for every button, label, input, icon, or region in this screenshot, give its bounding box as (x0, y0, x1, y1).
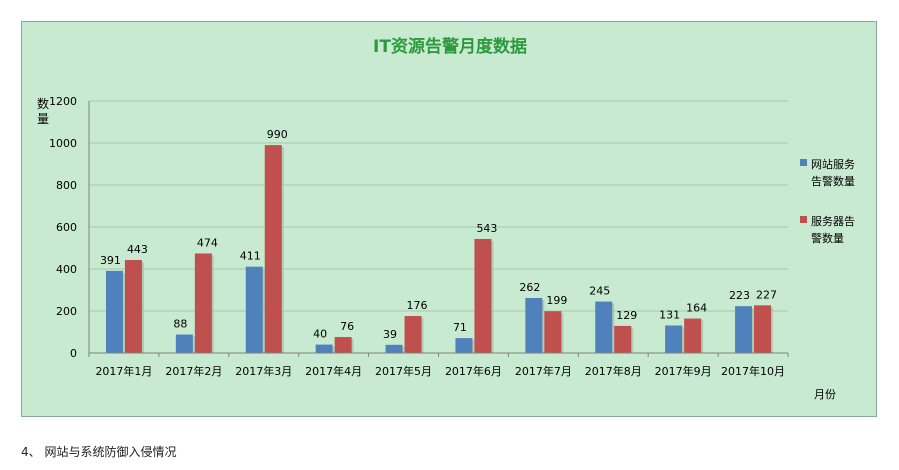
y-tick-label: 400 (56, 263, 77, 276)
legend-label: 服务器告 (811, 215, 855, 228)
data-label: 443 (127, 243, 148, 256)
y-tick-label: 200 (56, 305, 77, 318)
x-tick-label: 2017年5月 (375, 364, 432, 378)
bar-server (194, 253, 212, 353)
axis-layer (88, 101, 789, 357)
x-tick-label: 2017年3月 (235, 364, 292, 378)
bar-server (334, 337, 352, 353)
data-label: 262 (519, 281, 540, 294)
bar-website (525, 297, 543, 353)
bar-server (684, 318, 702, 353)
data-label: 411 (240, 250, 261, 263)
bar-server (474, 238, 492, 353)
legend-label: 警数量 (811, 231, 844, 245)
bar-server (754, 305, 772, 353)
data-label: 76 (340, 320, 354, 333)
x-tick-label: 2017年6月 (445, 364, 502, 378)
bar-server (404, 316, 422, 353)
legend-label: 网站服务 (811, 157, 855, 171)
y-axis-label-char: 量 (37, 112, 49, 126)
legend-swatch (800, 216, 807, 223)
data-label: 543 (476, 222, 497, 235)
data-label: 164 (686, 302, 707, 315)
data-label: 40 (313, 328, 327, 341)
x-axis-label: 月份 (814, 388, 836, 401)
y-tick-label: 800 (56, 179, 77, 192)
bar-website (385, 344, 403, 353)
section-heading: 4、 网站与系统防御入侵情况 (21, 445, 177, 459)
data-label: 474 (197, 236, 218, 249)
bar-server (124, 259, 142, 353)
data-label: 199 (546, 294, 567, 307)
y-tick-label: 0 (70, 347, 77, 360)
bar-website (595, 301, 613, 353)
bar-website (315, 344, 333, 353)
x-tick-label: 2017年10月 (721, 364, 785, 378)
bar-website (455, 338, 473, 353)
data-label: 71 (453, 321, 467, 334)
x-tick-label: 2017年8月 (585, 364, 642, 378)
y-tick-label: 1000 (49, 137, 77, 150)
data-label: 227 (756, 288, 777, 301)
bar-layer (105, 145, 774, 353)
legend-swatch (800, 159, 807, 166)
bar-server (544, 311, 562, 353)
legend-label: 告警数量 (811, 174, 855, 188)
bar-server (614, 325, 632, 353)
y-tick-label: 600 (56, 221, 77, 234)
data-label: 129 (616, 309, 637, 322)
data-label: 176 (407, 299, 428, 312)
data-label: 245 (589, 285, 610, 298)
x-tick-label: 2017年2月 (165, 364, 222, 378)
x-tick-label: 2017年1月 (95, 364, 152, 378)
data-label: 131 (659, 308, 680, 321)
bar-website (105, 270, 123, 353)
grid-layer (89, 100, 788, 312)
data-label: 223 (729, 289, 750, 302)
bar-website (665, 325, 683, 353)
x-tick-label: 2017年4月 (305, 364, 362, 378)
data-label: 391 (100, 254, 121, 267)
data-label: 990 (267, 128, 288, 141)
y-tick-label: 1200 (49, 95, 77, 108)
data-label: 88 (173, 318, 187, 331)
x-tick-label: 2017年7月 (515, 364, 572, 378)
chart-frame: IT资源告警月度数据 0 200 400 600 800 1000 1200 数量 2017年1… (21, 21, 877, 417)
data-label: 39 (383, 328, 397, 341)
bar-website (175, 334, 193, 353)
bar-server (264, 145, 282, 353)
x-tick-label: 2017年9月 (655, 364, 712, 378)
chart-title: IT资源告警月度数据 (373, 36, 527, 57)
bar-website (735, 306, 753, 353)
y-axis-label-char: 数 (37, 96, 49, 111)
bar-website (245, 266, 263, 353)
